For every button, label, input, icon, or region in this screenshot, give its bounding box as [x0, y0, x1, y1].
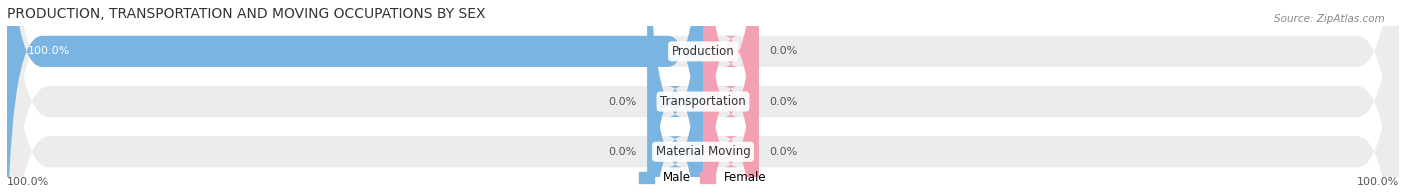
Text: Material Moving: Material Moving	[655, 145, 751, 158]
FancyBboxPatch shape	[647, 0, 703, 196]
Text: 0.0%: 0.0%	[769, 147, 797, 157]
Legend: Male, Female: Male, Female	[634, 167, 772, 189]
FancyBboxPatch shape	[7, 0, 1399, 196]
FancyBboxPatch shape	[647, 0, 703, 196]
Text: 100.0%: 100.0%	[7, 177, 49, 187]
Text: PRODUCTION, TRANSPORTATION AND MOVING OCCUPATIONS BY SEX: PRODUCTION, TRANSPORTATION AND MOVING OC…	[7, 7, 485, 21]
Text: 100.0%: 100.0%	[28, 46, 70, 56]
FancyBboxPatch shape	[703, 0, 759, 196]
Text: 100.0%: 100.0%	[1357, 177, 1399, 187]
Text: Production: Production	[672, 45, 734, 58]
Text: 0.0%: 0.0%	[769, 46, 797, 56]
FancyBboxPatch shape	[7, 0, 703, 196]
FancyBboxPatch shape	[7, 0, 1399, 196]
Text: Source: ZipAtlas.com: Source: ZipAtlas.com	[1274, 14, 1385, 24]
FancyBboxPatch shape	[703, 0, 759, 196]
Text: 0.0%: 0.0%	[769, 97, 797, 107]
FancyBboxPatch shape	[7, 0, 1399, 196]
Text: 0.0%: 0.0%	[609, 97, 637, 107]
Text: Transportation: Transportation	[661, 95, 745, 108]
Text: 0.0%: 0.0%	[609, 147, 637, 157]
FancyBboxPatch shape	[703, 0, 759, 196]
